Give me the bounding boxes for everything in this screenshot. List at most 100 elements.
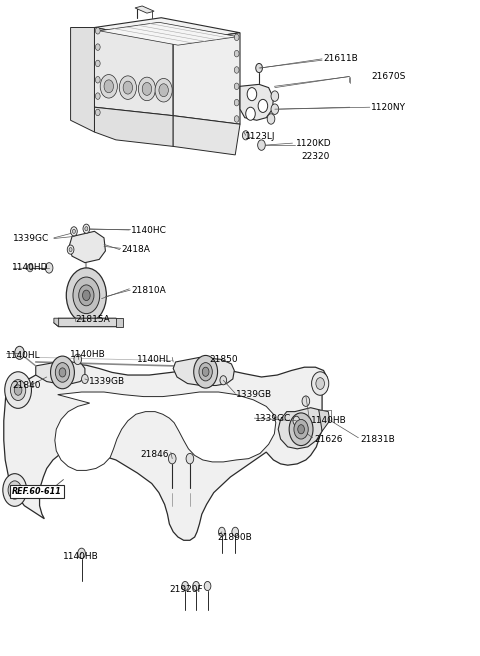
Circle shape [234, 83, 239, 90]
Circle shape [96, 109, 100, 115]
Circle shape [204, 581, 211, 590]
Circle shape [96, 60, 100, 67]
Circle shape [123, 81, 132, 94]
Circle shape [85, 227, 88, 231]
Circle shape [96, 77, 100, 83]
Circle shape [202, 367, 209, 377]
Circle shape [159, 84, 168, 96]
Text: 2418A: 2418A [121, 245, 151, 254]
Circle shape [78, 548, 85, 559]
Circle shape [232, 527, 239, 537]
Polygon shape [4, 364, 327, 541]
Circle shape [242, 131, 249, 140]
Circle shape [218, 527, 225, 537]
Circle shape [27, 264, 33, 272]
Polygon shape [319, 409, 330, 431]
Circle shape [59, 368, 66, 377]
Circle shape [247, 88, 257, 100]
Text: 1140HB: 1140HB [70, 350, 106, 359]
Text: 1339GC: 1339GC [13, 234, 49, 243]
Circle shape [258, 99, 268, 112]
Text: 1120NY: 1120NY [371, 103, 406, 112]
Circle shape [14, 385, 22, 396]
Polygon shape [99, 22, 238, 45]
Circle shape [8, 481, 22, 499]
Circle shape [298, 424, 304, 434]
Circle shape [199, 363, 212, 381]
Polygon shape [173, 33, 240, 124]
Circle shape [66, 268, 107, 323]
Polygon shape [116, 318, 123, 327]
Circle shape [100, 75, 117, 98]
Text: 21810A: 21810A [131, 285, 166, 295]
Circle shape [119, 76, 136, 99]
Circle shape [182, 581, 189, 590]
Circle shape [11, 380, 26, 401]
Polygon shape [55, 392, 276, 470]
Circle shape [193, 581, 199, 590]
Text: 21626: 21626 [314, 434, 342, 443]
Circle shape [194, 356, 217, 388]
Circle shape [155, 79, 172, 102]
Circle shape [96, 93, 100, 99]
Circle shape [293, 416, 300, 425]
Circle shape [302, 396, 310, 406]
Text: 1339GB: 1339GB [236, 390, 272, 399]
Circle shape [234, 67, 239, 73]
Circle shape [168, 453, 176, 464]
Circle shape [138, 77, 156, 100]
Circle shape [5, 372, 32, 408]
Circle shape [96, 44, 100, 51]
Circle shape [312, 372, 329, 396]
Text: 1140HB: 1140HB [62, 552, 98, 561]
Circle shape [271, 91, 279, 101]
Polygon shape [95, 28, 173, 115]
Circle shape [82, 375, 88, 384]
Circle shape [15, 346, 24, 359]
Circle shape [50, 356, 74, 389]
Text: 1339GC: 1339GC [255, 414, 291, 422]
Polygon shape [278, 407, 322, 449]
Circle shape [289, 413, 313, 445]
Circle shape [316, 378, 324, 390]
Circle shape [73, 277, 100, 314]
Polygon shape [54, 318, 59, 327]
Circle shape [246, 107, 255, 120]
Circle shape [79, 285, 94, 306]
Circle shape [3, 474, 27, 506]
Polygon shape [173, 358, 234, 386]
Circle shape [96, 28, 100, 34]
Polygon shape [240, 85, 274, 120]
Text: 21920F: 21920F [169, 584, 203, 594]
Polygon shape [95, 107, 173, 146]
Circle shape [294, 419, 308, 439]
Circle shape [45, 262, 53, 273]
Circle shape [234, 51, 239, 57]
Text: 21670S: 21670S [371, 72, 406, 81]
Polygon shape [95, 18, 240, 43]
Circle shape [67, 245, 74, 254]
Polygon shape [173, 115, 240, 155]
Text: 21831B: 21831B [360, 434, 395, 443]
Text: 21890B: 21890B [217, 533, 252, 542]
Polygon shape [54, 318, 120, 327]
Circle shape [83, 224, 90, 234]
Circle shape [72, 229, 75, 234]
Circle shape [234, 34, 239, 41]
Text: 21840: 21840 [12, 381, 40, 390]
Text: 21850: 21850 [209, 355, 238, 364]
Text: 1339GB: 1339GB [89, 377, 125, 386]
Circle shape [83, 290, 90, 300]
Text: 1120KD: 1120KD [296, 138, 332, 148]
Polygon shape [36, 362, 85, 384]
Text: 1123LJ: 1123LJ [245, 132, 275, 141]
Text: 21611B: 21611B [324, 54, 358, 64]
Text: 22320: 22320 [301, 152, 329, 161]
Text: 1140HL: 1140HL [137, 355, 172, 364]
Text: 1140HB: 1140HB [311, 417, 347, 425]
Circle shape [55, 363, 70, 382]
Circle shape [186, 453, 194, 464]
Text: 1140HC: 1140HC [131, 226, 167, 234]
Circle shape [234, 99, 239, 106]
Circle shape [71, 227, 77, 236]
